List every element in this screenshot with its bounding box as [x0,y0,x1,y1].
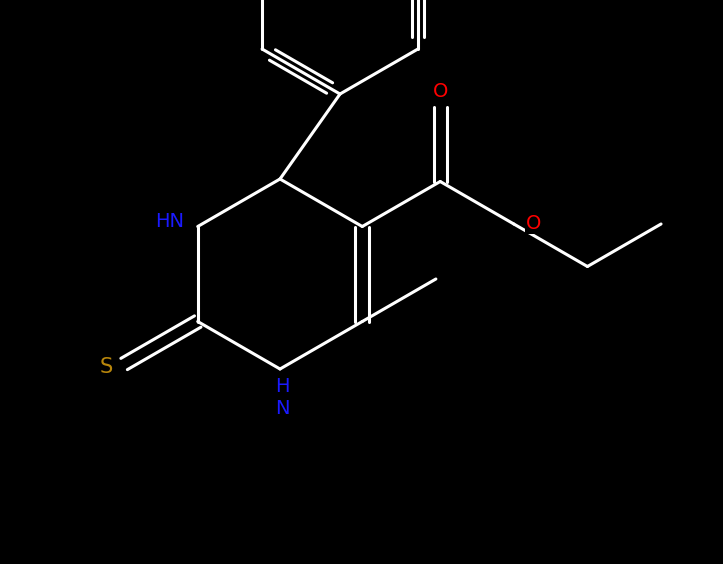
Text: HN: HN [155,212,184,231]
Text: S: S [100,357,113,377]
Text: O: O [432,82,448,101]
Text: H
N: H N [275,377,289,417]
Text: O: O [526,214,542,233]
